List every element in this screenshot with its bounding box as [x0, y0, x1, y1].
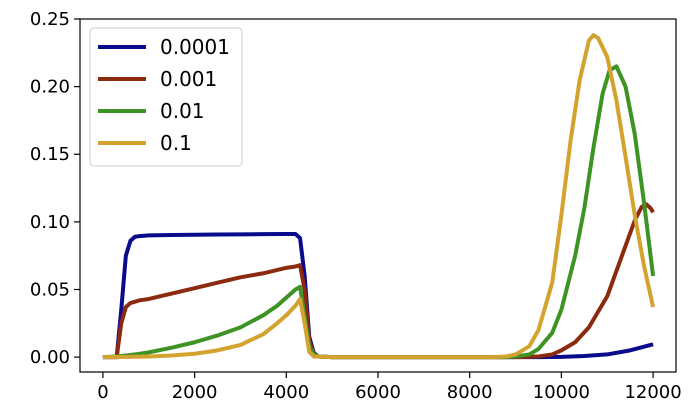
y-tick-label-4: 0.20 — [30, 77, 70, 98]
y-tick-label-2: 0.10 — [30, 212, 70, 233]
series-line-0 — [102, 232, 654, 360]
x-tick-label-2: 4000 — [263, 382, 309, 403]
legend-label-3: 0.1 — [160, 131, 192, 155]
x-axis: 0 2000 4000 6000 8000 10000 12000 — [97, 372, 682, 403]
y-tick-label-0: 0.00 — [30, 347, 70, 368]
x-tick-label-4: 8000 — [447, 382, 493, 403]
legend-label-1: 0.001 — [160, 67, 217, 91]
series-line-3 — [102, 33, 656, 360]
legend: 0.0001 0.001 0.01 0.1 — [89, 27, 243, 167]
y-tick-label-1: 0.05 — [30, 279, 70, 300]
legend-box — [89, 27, 243, 167]
x-tick-label-1: 2000 — [172, 382, 218, 403]
plot-lines — [102, 33, 656, 360]
legend-label-0: 0.0001 — [160, 35, 230, 59]
y-tick-label-5: 0.25 — [30, 9, 70, 30]
x-tick-label-0: 0 — [97, 382, 108, 403]
legend-label-2: 0.01 — [160, 99, 205, 123]
x-tick-label-3: 6000 — [355, 382, 401, 403]
x-tick-label-6: 12000 — [624, 382, 681, 403]
y-tick-label-3: 0.15 — [30, 144, 70, 165]
y-axis: 0.00 0.05 0.10 0.15 0.20 0.25 — [30, 9, 80, 368]
x-tick-label-5: 10000 — [533, 382, 590, 403]
